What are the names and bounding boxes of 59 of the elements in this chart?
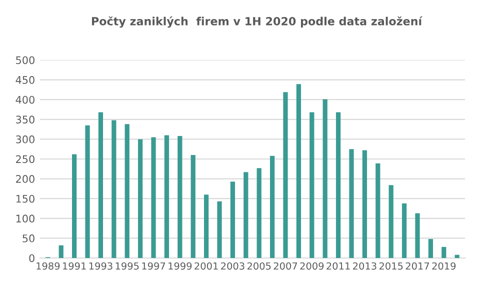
bar xyxy=(428,238,433,258)
bar xyxy=(164,135,170,258)
bar xyxy=(349,149,354,258)
y-tick-label: 150 xyxy=(16,194,34,203)
bar xyxy=(138,139,143,258)
bar xyxy=(256,168,262,258)
y-tick-label: 200 xyxy=(16,175,34,183)
y-tick-label: 450 xyxy=(16,76,34,84)
chart-title: Počty zaniklých firem v 1H 2020 podle data založení xyxy=(92,16,423,28)
bar xyxy=(124,124,130,258)
y-tick-label: 250 xyxy=(16,155,34,164)
bar xyxy=(85,125,90,258)
x-tick-label: 2011 xyxy=(326,262,350,270)
x-tick-label: 2013 xyxy=(353,262,376,270)
bar xyxy=(72,154,77,258)
y-tick-label: 50 xyxy=(22,234,34,242)
bar xyxy=(454,254,460,258)
bar xyxy=(388,185,394,258)
bar xyxy=(362,150,367,258)
x-tick-label: 2007 xyxy=(274,262,298,270)
bar xyxy=(58,245,64,258)
bar xyxy=(178,136,182,258)
bar xyxy=(442,246,446,258)
y-tick-label: 300 xyxy=(16,135,34,144)
x-tick-label: 2001 xyxy=(194,262,218,270)
x-tick-label: 2005 xyxy=(247,262,271,270)
bar xyxy=(296,84,302,258)
bar xyxy=(151,137,156,258)
x-tick-label: 1997 xyxy=(142,262,166,270)
bar xyxy=(98,112,104,258)
bar xyxy=(244,172,248,258)
x-tick-label: 2003 xyxy=(221,262,244,270)
bar xyxy=(310,112,314,258)
y-tick-label: 100 xyxy=(16,214,34,223)
x-tick-label: 2019 xyxy=(432,262,456,270)
bar xyxy=(283,92,288,258)
bar xyxy=(322,99,328,258)
x-tick-label: 1991 xyxy=(63,262,86,270)
bar xyxy=(112,120,116,258)
bar xyxy=(402,203,407,258)
bar xyxy=(217,201,222,258)
y-tick-label: 500 xyxy=(16,56,34,64)
y-tick-label: 350 xyxy=(16,116,34,124)
x-tick-label: 1995 xyxy=(116,262,139,270)
bar xyxy=(336,112,341,258)
x-tick-label: 2017 xyxy=(406,262,430,270)
bar xyxy=(270,156,275,258)
bar xyxy=(204,194,209,258)
x-tick-label: 1993 xyxy=(89,262,112,270)
y-tick-label: 400 xyxy=(16,96,34,104)
bar xyxy=(415,213,420,258)
y-tick-label: 0 xyxy=(29,254,34,262)
bar xyxy=(190,155,196,258)
x-tick-label: 2015 xyxy=(379,262,403,270)
bar xyxy=(376,163,380,258)
x-tick-label: 1999 xyxy=(168,262,192,270)
x-tick-label: 1989 xyxy=(36,262,60,270)
x-tick-label: 2009 xyxy=(300,262,324,270)
bar xyxy=(230,182,236,258)
